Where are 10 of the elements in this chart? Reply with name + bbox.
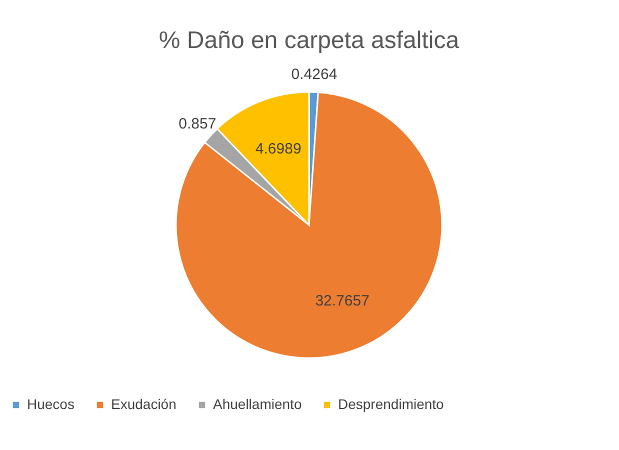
chart-title: % Daño en carpeta asfaltica [158, 27, 460, 54]
pie-slice [175, 92, 443, 359]
legend-label: Exudación [111, 396, 176, 412]
data-label: 0.4264 [291, 66, 338, 84]
legend-label: Desprendimiento [338, 396, 444, 412]
data-label: 0.857 [178, 115, 216, 132]
legend-label: Ahuellamiento [213, 396, 302, 412]
data-label: 32.7657 [315, 292, 370, 310]
data-label: 4.6989 [255, 140, 302, 158]
legend-label: Huecos [27, 396, 74, 412]
